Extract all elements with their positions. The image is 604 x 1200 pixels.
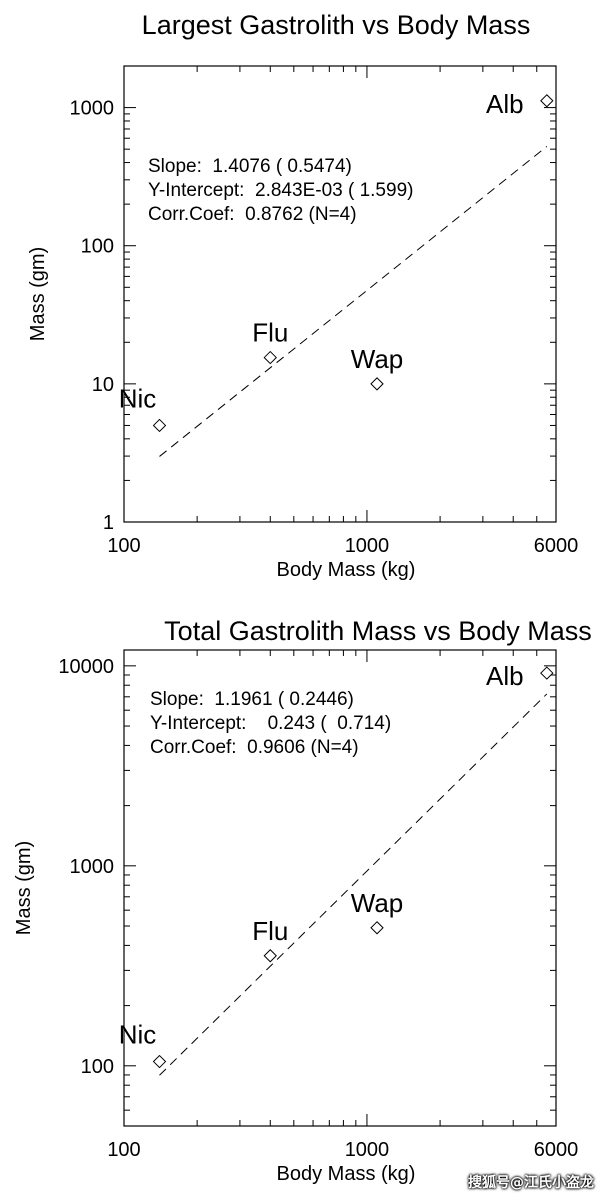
chart-title: Total Gastrolith Mass vs Body Mass: [164, 616, 592, 646]
y-tick-label: 1000: [70, 856, 115, 878]
x-tick-label: 1000: [345, 535, 390, 557]
chart-1: Largest Gastrolith vs Body Mass 100 1000 60…: [27, 10, 578, 581]
y-axis-label: Mass (gm): [27, 247, 49, 341]
data-point-wap: [370, 377, 384, 391]
fit-stat-line: Corr.Coef: 0.8762 (N=4): [148, 204, 357, 225]
x-axis-label: Body Mass (kg): [277, 1163, 416, 1185]
y-tick-label: 100: [81, 236, 114, 258]
point-label-nic: Nic: [119, 383, 157, 413]
point-label-flu: Flu: [252, 318, 288, 348]
fit-stat-line: Y-Intercept: 2.843E-03 ( 1.599): [148, 180, 413, 201]
point-label-flu: Flu: [252, 916, 288, 946]
point-label-alb: Alb: [486, 89, 524, 119]
y-axis-label: Mass (gm): [13, 841, 35, 935]
data-point-nic: [152, 418, 167, 433]
x-tick-label: 6000: [534, 535, 579, 557]
point-label-wap: Wap: [351, 888, 404, 918]
x-tick-label: 100: [107, 535, 140, 557]
regression-line: [159, 693, 548, 1076]
chart-title: Largest Gastrolith vs Body Mass: [142, 10, 531, 40]
x-tick-label: 100: [107, 1139, 140, 1161]
data-point-flu: [263, 949, 277, 963]
x-tick-label: 1000: [345, 1139, 390, 1161]
x-axis-label: Body Mass (kg): [277, 559, 416, 581]
y-tick-label: 10: [92, 374, 114, 396]
data-point-alb: [540, 666, 554, 680]
y-tick-label: 1: [103, 512, 114, 534]
plot-frame: [123, 65, 557, 523]
point-label-wap: Wap: [351, 344, 404, 374]
fit-stat-line: Corr.Coef: 0.9606 (N=4): [150, 737, 359, 758]
data-point-wap: [370, 921, 384, 935]
y-tick-label: 1000: [70, 98, 115, 120]
chart-2: Total Gastrolith Mass vs Body Mass 100 100…: [13, 616, 592, 1185]
regression-line: [159, 146, 548, 457]
y-tick-label: 10000: [58, 656, 114, 678]
plot-frame: [123, 649, 557, 1127]
fit-stat-line: Y-Intercept: 0.243 ( 0.714): [150, 713, 391, 734]
y-tick-label: 100: [81, 1056, 114, 1078]
point-label-alb: Alb: [486, 661, 524, 691]
fit-stat-line: Slope: 1.1961 ( 0.2446): [150, 689, 354, 710]
data-point-nic: [152, 1054, 167, 1069]
data-point-alb: [540, 94, 554, 108]
data-point-flu: [263, 350, 277, 365]
point-label-nic: Nic: [119, 1020, 157, 1050]
watermark: 搜狐号@江氏小盗龙: [468, 1175, 594, 1191]
x-tick-label: 6000: [534, 1139, 579, 1161]
fit-stat-line: Slope: 1.4076 ( 0.5474): [148, 156, 352, 177]
